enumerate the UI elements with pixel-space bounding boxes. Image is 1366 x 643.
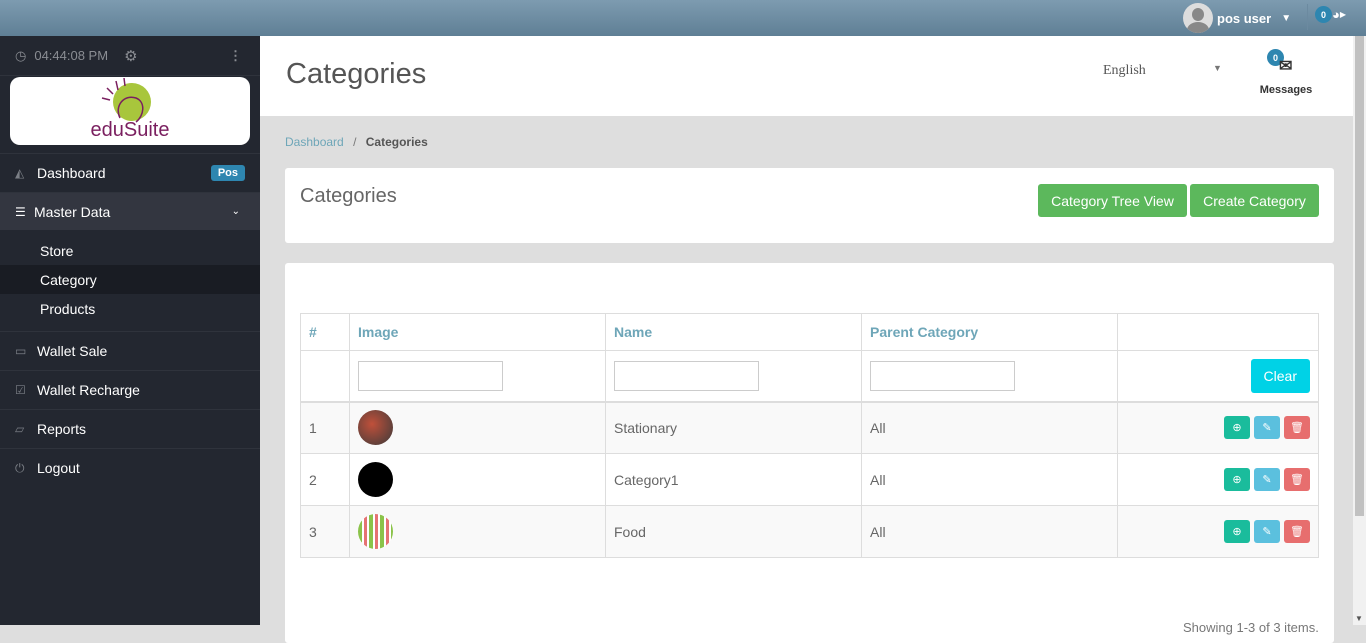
chevron-down-icon: ⌄ [231,206,240,217]
sidebar-subitem-category[interactable]: Category [0,265,260,294]
column-header-image[interactable]: Image [349,313,606,351]
image-filter-input[interactable] [358,360,503,391]
breadcrumb-current: Categories [365,135,428,149]
messages-badge: 0 [1267,49,1284,66]
breadcrumb-dashboard[interactable]: Dashboard [285,135,344,149]
folder-open-icon: ▱ [15,422,25,436]
notification-badge: 0 [1315,6,1332,23]
edit-button[interactable]: ✎ [1254,520,1280,543]
power-icon: ⏻ [15,460,25,475]
globe-button[interactable]: 0 ◕ ▶ [1315,6,1346,23]
caret-down-icon: ▼ [1213,63,1222,73]
row-number: 3 [300,505,350,558]
edit-button[interactable]: ✎ [1254,468,1280,491]
sidebar-item-master-data[interactable]: ☰ Master Data ⌄ [0,192,260,230]
main-content: Categories English ▼ 0 ✉ Messages Dashbo… [260,36,1353,643]
column-header-name[interactable]: Name [605,313,862,351]
category-name: Food [605,505,862,558]
view-button[interactable]: ⊕ [1224,520,1250,543]
clear-button[interactable]: Clear [1250,358,1310,393]
view-button[interactable]: ⊕ [1224,468,1250,491]
language-select[interactable]: English [1103,63,1146,78]
name-filter-input[interactable] [614,360,759,391]
scrollbar-thumb[interactable] [1355,36,1364,516]
sidebar-item-logout[interactable]: ⏻ Logout [0,448,260,487]
money-icon: ▭ [15,344,27,358]
caret-down-icon: ▼ [1281,12,1292,24]
clock-time: 04:44:08 PM [34,48,109,63]
table-summary: Showing 1-3 of 3 items. [1183,620,1319,635]
sidebar-subitem-products[interactable]: Products [40,300,96,317]
top-bar: pos user ▼ 0 ◕ ▶ [0,0,1366,36]
parent-category: All [861,453,1118,506]
sidebar-item-label: Reports [37,421,87,437]
delete-button[interactable]: 🗑 [1284,416,1310,440]
scroll-down-icon[interactable]: ▼ [1355,614,1363,623]
sidebar-item-label: Wallet Recharge [37,382,140,398]
logo-text: eduSuite [91,119,170,141]
sidebar-item-reports[interactable]: ▱ Reports [0,409,260,448]
delete-button[interactable]: 🗑 [1284,520,1310,543]
table-row: 2 Category1 All ⊕ ✎ 🗑 [300,453,1319,506]
page-title: Categories [286,58,427,90]
caret-right-icon: ▶ [1339,10,1347,19]
gear-icon[interactable]: ⚙ [124,47,138,65]
category-tree-view-button[interactable]: Category Tree View [1038,184,1187,217]
sidebar: ◷ 04:44:08 PM ⚙ ⋮ eduSuite ◭ Dashboard P… [0,36,260,625]
breadcrumb-separator: / [353,135,357,149]
sidebar-nav: ◭ Dashboard Pos ☰ Master Data ⌄ Store Ca… [0,153,260,487]
edit-button[interactable]: ✎ [1254,416,1280,440]
category-name: Category1 [605,453,862,506]
column-header-actions [1117,313,1319,351]
lightbulb-logo-icon: eduSuite [91,78,170,141]
row-number: 1 [300,401,350,454]
column-header-number[interactable]: # [300,313,350,351]
check-square-icon: ☑ [15,383,26,397]
envelope-icon: ✉ [1279,58,1293,75]
sidebar-item-dashboard[interactable]: ◭ Dashboard Pos [0,153,260,192]
sidebar-item-wallet-recharge[interactable]: ☑ Wallet Recharge [0,370,260,409]
category-image [358,410,393,446]
parent-category: All [861,401,1118,454]
table-row: 1 Stationary All ⊕ ✎ 🗑 [300,401,1319,454]
pos-badge: Pos [210,165,245,181]
create-category-button[interactable]: Create Category [1190,184,1319,217]
messages-label: Messages [1259,84,1313,96]
delete-button[interactable]: 🗑 [1284,468,1310,491]
parent-category: All [861,505,1118,558]
clock: ◷ 04:44:08 PM ⚙ ⋮ [0,36,260,76]
sidebar-subitem-store[interactable]: Store [40,242,74,259]
avatar [1183,3,1213,33]
row-number: 2 [300,453,350,506]
sidebar-item-wallet-sale[interactable]: ▭ Wallet Sale [0,331,260,370]
page-header: Categories English ▼ 0 ✉ Messages [260,36,1353,116]
username: pos user [1217,10,1272,26]
breadcrumb: Dashboard / Categories [285,135,428,149]
panel-title: Categories [300,185,397,207]
divider [1307,4,1308,30]
table-row: 3 Food All ⊕ ✎ 🗑 [300,505,1319,558]
category-image [358,514,393,549]
area-chart-icon: ◭ [15,166,25,180]
categories-table-panel: # Image Name Parent Category Clear 1 Sta… [285,263,1334,643]
globe-icon: ◕ [1332,7,1340,22]
categories-panel: Categories Category Tree View Create Cat… [285,168,1334,243]
messages-button[interactable]: 0 ✉ Messages [1258,49,1314,96]
clock-icon: ◷ [15,47,27,63]
view-button[interactable]: ⊕ [1224,416,1250,440]
database-icon: ☰ [15,204,26,219]
logo[interactable]: eduSuite [10,77,250,145]
category-image [358,462,393,497]
categories-table: # Image Name Parent Category Clear 1 Sta… [300,313,1319,558]
category-name: Stationary [605,401,862,454]
sidebar-item-label: Master Data [34,203,111,220]
scrollbar[interactable]: ▼ [1353,36,1366,625]
user-menu[interactable]: pos user ▼ [1183,3,1291,33]
parent-category-filter-input[interactable] [870,360,1015,391]
sidebar-item-label: Wallet Sale [37,343,108,359]
more-icon[interactable]: ⋮ [229,47,242,63]
sidebar-item-label: Logout [37,460,80,476]
column-header-parent-category[interactable]: Parent Category [861,313,1118,351]
sidebar-item-label: Dashboard [37,165,106,181]
